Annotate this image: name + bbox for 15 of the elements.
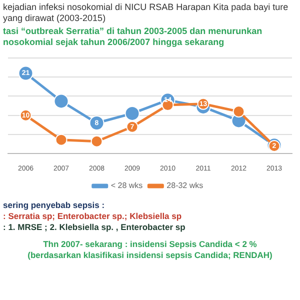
point: [90, 135, 103, 148]
chart-title: kejadian infeksi nosokomial di NICU RSAB Harapan Kita pada bayi ture yang dirawat (2003-2015): [2, 1, 290, 24]
point: [89, 116, 104, 131]
point: [124, 106, 140, 121]
text: : 1. MRSE ; 2. Klebsiella sp. , Enterobacter sp: [3, 222, 186, 233]
text: sering penyebab sepsis :: [3, 200, 106, 211]
text: (berdasarkan klasifikasi insidensi sepsis Candida; RENDAH): [26, 250, 274, 261]
text: : Serratia sp; Enterobacter sp.; Klebsiella sp: [3, 211, 183, 222]
point: [54, 94, 69, 109]
legend-label: 28-32 wks: [166, 181, 204, 190]
point: [55, 134, 68, 146]
text: Thn 2007- sekarang : insidensi Sepsis Candida < 2 %: [42, 239, 258, 250]
point: [232, 106, 245, 118]
legend-label: < 28 wks: [110, 181, 143, 190]
chart-subtitle: tasi “outbreak Serratia” di tahun 2003-2005 dan menurunkan nosokomial sejak tahun 2006/2007 hingga sekarang: [2, 25, 264, 49]
